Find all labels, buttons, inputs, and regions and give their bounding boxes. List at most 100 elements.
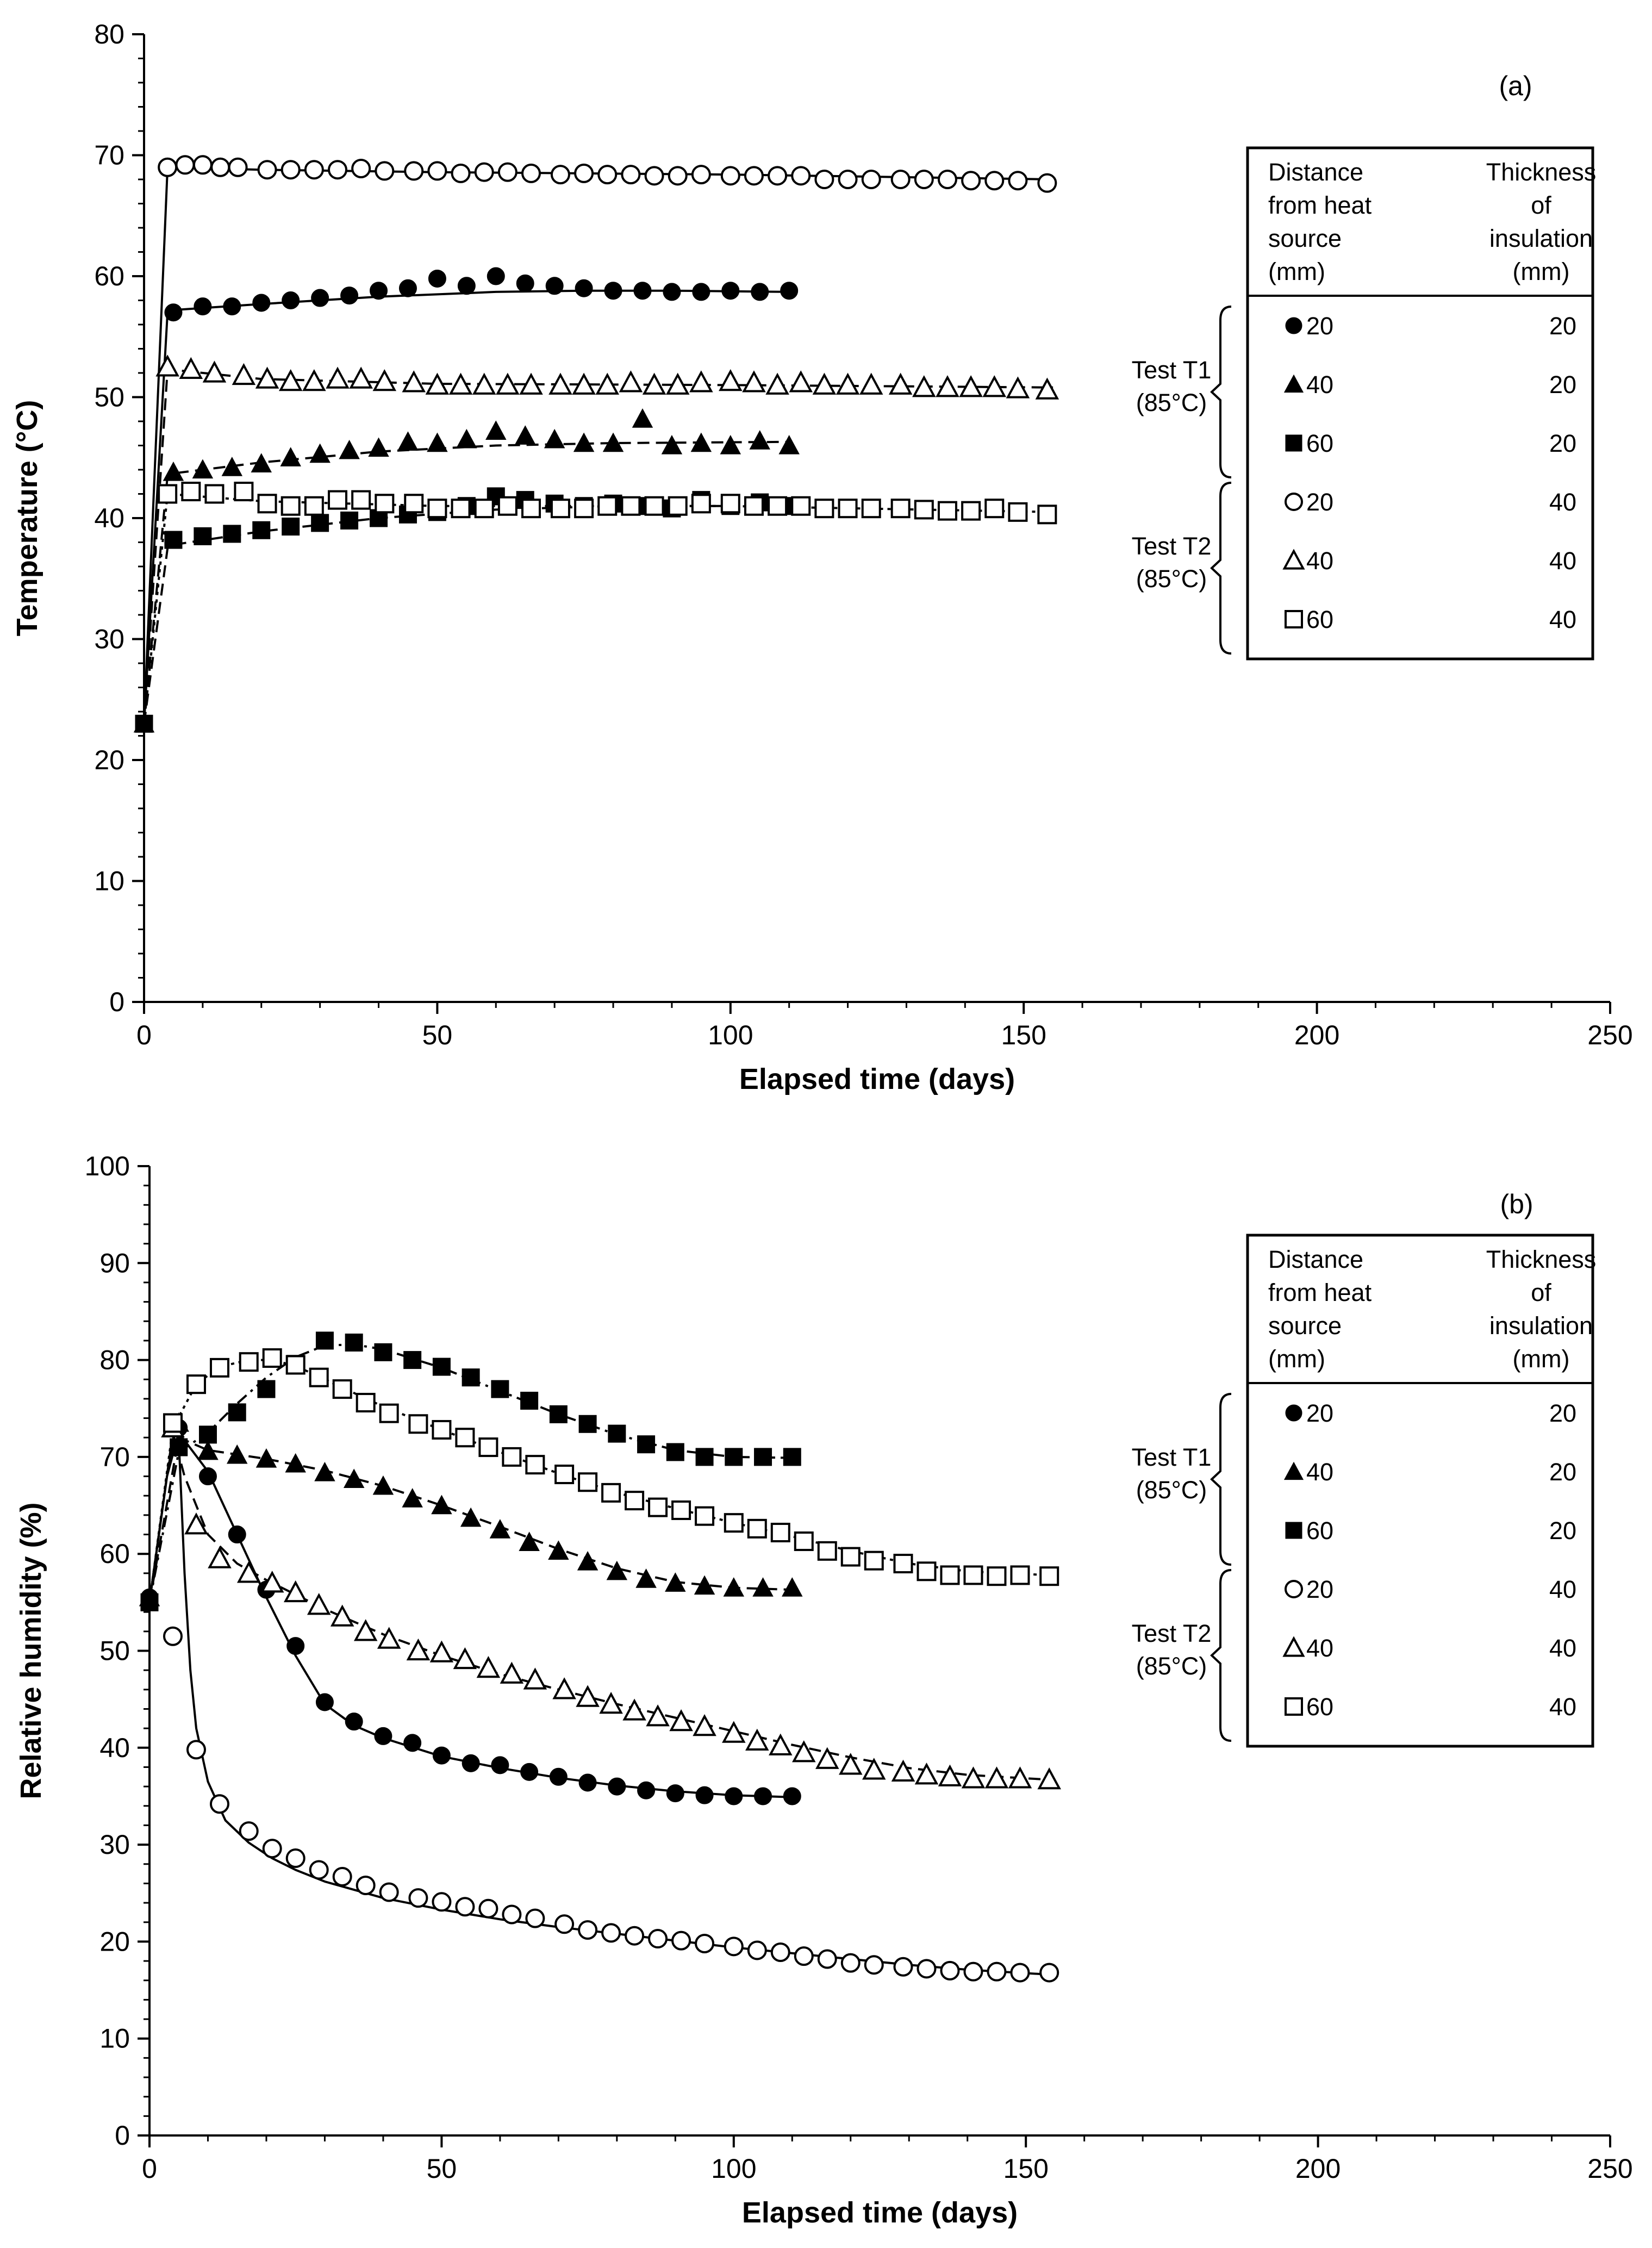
series-2-point: [339, 439, 360, 459]
series-6-point: [181, 482, 201, 502]
y-tick-label: 60: [99, 1539, 130, 1569]
series-2-point: [577, 1551, 599, 1571]
series-6-point: [309, 1367, 329, 1387]
legend-group-label: Test T1: [1132, 356, 1212, 384]
legend-group-label: Test T1: [1132, 1443, 1212, 1471]
series-5-point: [260, 1571, 284, 1593]
series-6-point: [601, 1483, 621, 1503]
series-2-point: [690, 432, 712, 452]
series-5-point: [669, 1709, 693, 1732]
legend-marker: [1282, 549, 1305, 570]
series-6-point: [770, 1522, 790, 1542]
series-2-point: [606, 1560, 628, 1580]
series-6-point: [914, 500, 934, 520]
series-3-point: [164, 531, 183, 549]
series-4-point: [601, 1923, 621, 1943]
series-2-point: [635, 1568, 657, 1588]
series-6-point: [625, 1491, 645, 1511]
legend-distance-value: 20: [1306, 1576, 1333, 1603]
series-4-point: [210, 157, 230, 177]
series-1-point: [633, 282, 652, 300]
x-tick-label: 0: [136, 1020, 152, 1050]
series-2-point: [485, 420, 507, 440]
series-6-point: [163, 1413, 183, 1433]
series-3-point: [695, 1448, 714, 1466]
series-6-point: [791, 496, 811, 516]
series-1-point: [428, 269, 446, 288]
series-5-point: [891, 1759, 915, 1782]
x-tick-label: 150: [1003, 2153, 1048, 2184]
series-5-point: [236, 1561, 261, 1583]
legend-header-thickness: Thickness: [1486, 1246, 1597, 1273]
series-2-point: [544, 428, 565, 449]
series-6-point: [427, 499, 447, 519]
series-3-point: [198, 1425, 217, 1444]
series-5-point: [689, 370, 713, 393]
series-1-point: [457, 277, 476, 295]
series-1-point: [252, 294, 271, 312]
legend-header-distance: (mm): [1268, 1345, 1325, 1373]
series-5-point: [836, 372, 860, 395]
legend-marker: [1282, 1636, 1305, 1657]
legend-group-label: (85°C): [1136, 1652, 1207, 1680]
series-4-point: [668, 166, 688, 186]
series-4-point: [228, 157, 248, 177]
series-5-point: [982, 375, 1007, 397]
series-1-point: [194, 297, 212, 316]
series-1-point: [223, 297, 241, 316]
series-5-point: [595, 372, 620, 395]
series-4-point: [644, 166, 664, 186]
legend-thickness-value: 20: [1549, 1517, 1576, 1545]
series-1-point: [340, 287, 359, 305]
legend-header-distance: from heat: [1268, 191, 1372, 219]
series-5-point: [353, 1619, 378, 1641]
series-5-point: [429, 1640, 454, 1662]
series-2-point: [749, 430, 770, 450]
series-5-point: [642, 372, 666, 395]
series-2-point: [197, 1440, 219, 1460]
series-1-point: [783, 1787, 801, 1805]
legend-thickness-value: 20: [1549, 429, 1576, 457]
series-5-point: [622, 1698, 646, 1721]
series-5-point: [552, 1677, 576, 1699]
series-5-point: [232, 363, 256, 385]
series-4-fit-line: [148, 1422, 1050, 1976]
series-5-point: [912, 375, 936, 397]
series-4-point: [621, 165, 641, 185]
legend-marker: [1283, 374, 1304, 393]
relative-humidity-panel: 0 50 100 150 200 250 0 10 20 30 40 50 60 70 80 90 100 Ela…: [15, 1151, 1633, 2229]
legend-thickness-value: 40: [1549, 1693, 1576, 1721]
series-1-point: [780, 282, 799, 300]
legend-thickness-value: 40: [1549, 1634, 1576, 1662]
series-6-point: [525, 1455, 545, 1475]
series-4-point: [648, 1929, 668, 1949]
series-1-point: [549, 1767, 568, 1786]
series-6-point: [186, 1374, 206, 1394]
series-5-point: [938, 1764, 962, 1786]
series-6-point: [351, 490, 371, 510]
series-6-point: [550, 499, 570, 519]
legend-group-label: (85°C): [1136, 389, 1207, 416]
series-4-point: [864, 1955, 884, 1975]
series-2-point: [285, 1453, 306, 1473]
series-6-point: [1039, 1566, 1059, 1586]
series-3-point: [194, 527, 212, 545]
series-4-point: [890, 170, 911, 189]
series-3-point: [340, 511, 359, 530]
series-3-point: [754, 1448, 772, 1466]
series-1-point: [487, 267, 505, 285]
series-4-point: [671, 1931, 691, 1951]
y-tick-label: 30: [94, 624, 124, 655]
series-2-point: [368, 437, 389, 457]
series-2-point: [752, 1577, 774, 1597]
series-4-point: [794, 1946, 814, 1966]
series-2-point: [519, 1531, 540, 1551]
series-1-point: [637, 1781, 656, 1799]
series-3-point: [228, 1403, 246, 1422]
legend-group-brace: [1210, 306, 1232, 478]
series-5-point: [859, 372, 883, 395]
legend-header-distance: Distance: [1268, 1246, 1363, 1273]
series-6-point: [621, 496, 641, 516]
series-3-point: [252, 521, 271, 539]
series-6-point: [554, 1464, 575, 1484]
